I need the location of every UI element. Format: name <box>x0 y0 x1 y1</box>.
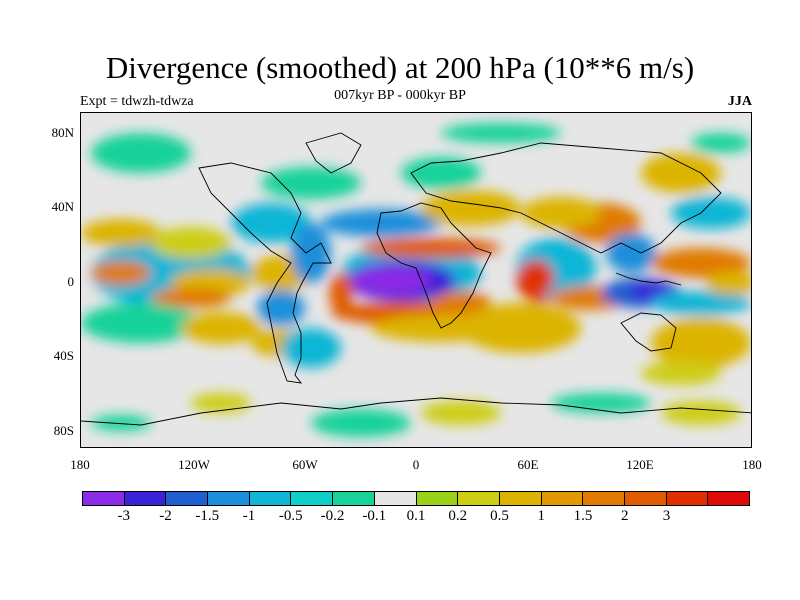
colorbar-label: 2 <box>621 508 629 524</box>
lat-label-0: 0 <box>67 274 75 289</box>
lon-label-180w: 180 <box>70 457 90 472</box>
colorbar-label: 3 <box>662 508 671 524</box>
colorbar-swatch <box>416 492 459 505</box>
colorbar-swatch <box>499 492 542 505</box>
colorbar-label: -3 <box>117 508 131 524</box>
colorbar-label: 0.1 <box>406 508 426 524</box>
colorbar-swatch <box>666 492 709 505</box>
colorbar-label: 0.5 <box>490 508 509 524</box>
colorbar-swatch <box>124 492 167 505</box>
colorbar-label: -0.1 <box>362 508 387 524</box>
lon-label-60w: 60W <box>292 457 318 472</box>
chart-title: Divergence (smoothed) at 200 hPa (10**6 … <box>105 50 695 85</box>
lon-label-60e: 60E <box>517 457 539 472</box>
coastlines <box>81 132 751 426</box>
colorbar-label: 1 <box>537 508 546 524</box>
lon-label-180e: 180 <box>742 457 762 472</box>
colorbar-swatch <box>166 492 209 505</box>
colorbar-label: -0.5 <box>278 508 303 524</box>
lon-label-0: 0 <box>412 457 420 472</box>
chart-subtitle: 007kyr BP - 000kyr BP <box>334 88 466 103</box>
colorbar-swatch <box>208 492 250 505</box>
season-label: JJA <box>727 94 752 109</box>
lon-label-120w: 120W <box>178 457 210 472</box>
divergence-field <box>81 123 751 437</box>
colorbar-swatch <box>708 492 749 505</box>
colorbar-swatch <box>333 492 375 505</box>
colorbar-swatch <box>374 492 417 505</box>
colorbar-label: -1 <box>242 508 256 524</box>
colorbar-swatch <box>458 492 500 505</box>
colorbar-label: 1.5 <box>573 508 593 524</box>
colorbar-label: -2 <box>159 508 172 524</box>
map-panel <box>80 112 752 448</box>
colorbar-swatch <box>624 492 667 505</box>
colorbar-swatch <box>291 492 334 505</box>
colorbar <box>82 491 750 506</box>
lat-label-40s: 40S <box>53 348 74 363</box>
colorbar-swatch <box>541 492 584 505</box>
lat-label-80s: 80S <box>53 423 74 438</box>
experiment-label: Expt = tdwzh-tdwza <box>80 94 194 109</box>
colorbar-swatch <box>583 492 625 505</box>
colorbar-label: -0.2 <box>320 508 345 524</box>
colorbar-swatch <box>249 492 292 505</box>
colorbar-label: -1.5 <box>195 508 220 524</box>
lat-label-80n: 80N <box>51 125 74 140</box>
lat-label-40n: 40N <box>51 199 74 214</box>
colorbar-swatch <box>83 492 125 505</box>
lon-label-120e: 120E <box>626 457 654 472</box>
colorbar-label: 0.2 <box>448 508 468 524</box>
